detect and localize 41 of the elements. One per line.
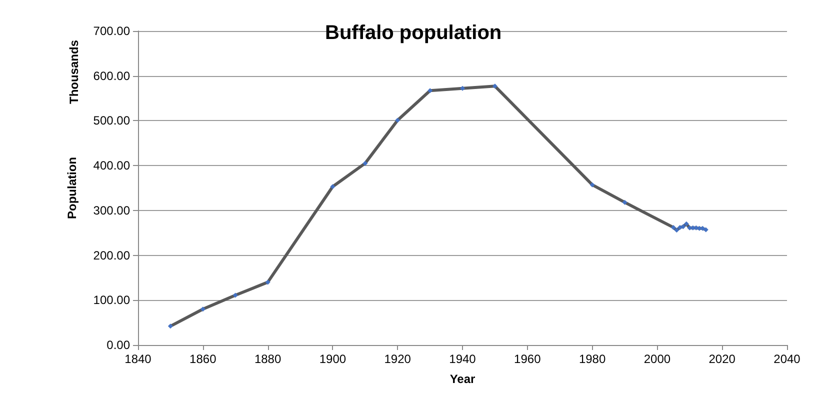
x-tick-label: 2020: [708, 352, 736, 366]
point: [622, 200, 628, 205]
text: Thousands: [67, 40, 81, 104]
point: [703, 227, 708, 232]
x-tick-label: 1860: [190, 352, 217, 366]
y-tick-label: 700.00: [93, 24, 130, 38]
x-tick-label: 2040: [774, 352, 801, 366]
x-tick-label: 1880: [254, 352, 282, 366]
point: [680, 224, 686, 230]
point: [674, 228, 680, 233]
point: [330, 184, 336, 190]
point: [677, 224, 682, 230]
point: [362, 160, 368, 166]
chart-title: Buffalo population: [325, 22, 502, 44]
point: [265, 280, 270, 285]
x-tick-label: 1980: [578, 352, 606, 366]
y-tick-label: 200.00: [93, 248, 130, 262]
x-tick-label: 1840: [124, 352, 152, 366]
point: [428, 88, 433, 94]
point: [670, 224, 676, 230]
point: [168, 324, 173, 329]
x-tick-label: 1960: [514, 352, 542, 366]
y-tick-label: 400.00: [93, 158, 130, 173]
point: [492, 84, 498, 89]
point: [232, 292, 238, 298]
x-tick-label: 1940: [449, 352, 476, 366]
x-tick-label: 1920: [384, 352, 412, 366]
y-tick-label: 300.00: [93, 203, 130, 218]
y-axis-title: Population: [65, 157, 79, 219]
x-axis-title: Year: [450, 372, 476, 386]
x-tick-label: 1900: [319, 352, 346, 366]
y-tick-label: 600.00: [93, 68, 130, 83]
x-tick-label: 2000: [644, 352, 671, 366]
y-tick-label: 0.00: [106, 338, 130, 352]
point: [200, 306, 206, 312]
point: [460, 86, 465, 91]
point: [395, 118, 400, 123]
point: [684, 221, 689, 226]
y-tick-label: 500.00: [93, 114, 130, 128]
y-tick-label: 100.00: [93, 293, 130, 308]
point: [590, 182, 595, 188]
